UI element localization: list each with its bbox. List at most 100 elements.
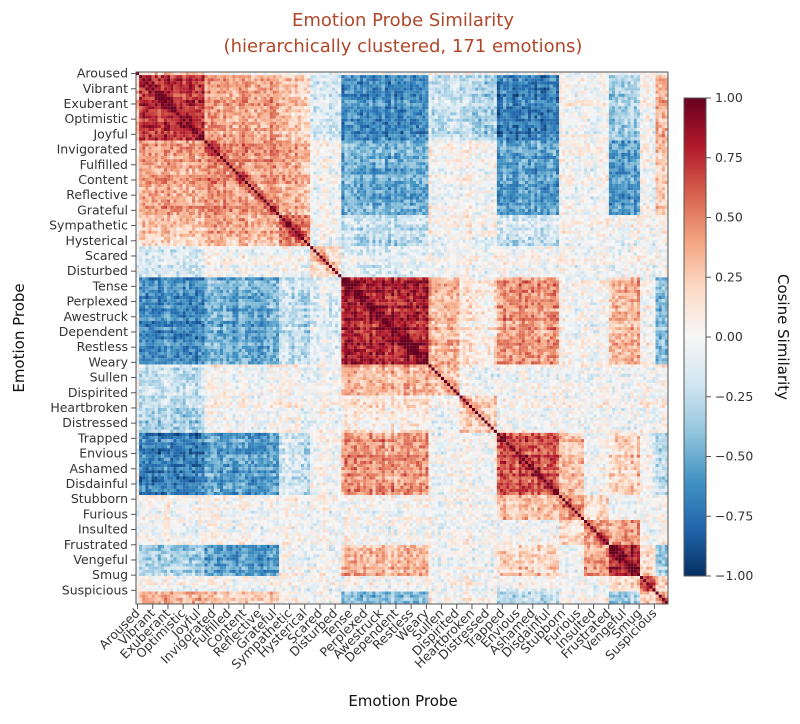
heatmap-cell (500, 134, 503, 137)
heatmap-cell (596, 94, 599, 97)
heatmap-cell (369, 109, 372, 112)
heatmap-cell (348, 131, 351, 134)
heatmap-cell (285, 122, 288, 125)
heatmap-cell (631, 94, 634, 97)
heatmap-cell (223, 122, 226, 125)
heatmap-cell (416, 128, 419, 131)
heatmap-cell (509, 159, 512, 162)
heatmap-cell (226, 103, 229, 106)
heatmap-cell (332, 112, 335, 115)
heatmap-cell (637, 94, 640, 97)
heatmap-cell (376, 131, 379, 134)
heatmap-cell (612, 140, 615, 143)
heatmap-cell (397, 128, 400, 131)
heatmap-cell (453, 106, 456, 109)
heatmap-cell (484, 109, 487, 112)
heatmap-cell (320, 150, 323, 153)
heatmap-cell (385, 100, 388, 103)
heatmap-cell (525, 119, 528, 122)
heatmap-cell (298, 88, 301, 91)
heatmap-cell (488, 144, 491, 147)
heatmap-cell (531, 153, 534, 156)
heatmap-cell (565, 122, 568, 125)
heatmap-cell (313, 119, 316, 122)
heatmap-cell (332, 106, 335, 109)
heatmap-cell (509, 78, 512, 81)
heatmap-cell (475, 116, 478, 119)
heatmap-cell (556, 125, 559, 128)
heatmap-cell (354, 137, 357, 140)
heatmap-cell (519, 131, 522, 134)
heatmap-cell (556, 106, 559, 109)
heatmap-cell (528, 103, 531, 106)
heatmap-cell (428, 116, 431, 119)
heatmap-cell (369, 153, 372, 156)
heatmap-cell (628, 150, 631, 153)
heatmap-cell (248, 94, 251, 97)
heatmap-cell (341, 147, 344, 150)
heatmap-cell (217, 125, 220, 128)
heatmap-cell (553, 75, 556, 78)
heatmap-cell (366, 144, 369, 147)
heatmap-cell (460, 112, 463, 115)
heatmap-cell (232, 137, 235, 140)
heatmap-cell (649, 97, 652, 100)
heatmap-cell (624, 103, 627, 106)
heatmap-cell (478, 100, 481, 103)
heatmap-cell (618, 147, 621, 150)
heatmap-cell (164, 150, 167, 153)
heatmap-cell (404, 91, 407, 94)
heatmap-cell (537, 122, 540, 125)
heatmap-cell (575, 75, 578, 78)
heatmap-cell (416, 119, 419, 122)
heatmap-cell (326, 84, 329, 87)
heatmap-cell (500, 156, 503, 159)
heatmap-cell (204, 162, 207, 165)
heatmap-cell (254, 97, 257, 100)
heatmap-cell (170, 75, 173, 78)
heatmap-cell (553, 147, 556, 150)
heatmap-cell (273, 125, 276, 128)
heatmap-cell (659, 112, 662, 115)
heatmap-cell (372, 112, 375, 115)
heatmap-cell (329, 88, 332, 91)
heatmap-cell (516, 106, 519, 109)
heatmap-cell (155, 122, 158, 125)
heatmap-cell (323, 94, 326, 97)
heatmap-cell (323, 97, 326, 100)
heatmap-cell (469, 156, 472, 159)
heatmap-cell (198, 100, 201, 103)
heatmap-cell (509, 125, 512, 128)
heatmap-cell (463, 84, 466, 87)
heatmap-cell (279, 97, 282, 100)
heatmap-cell (621, 84, 624, 87)
heatmap-cell (248, 156, 251, 159)
heatmap-cell (186, 144, 189, 147)
heatmap-cell (506, 150, 509, 153)
heatmap-cell (335, 134, 338, 137)
heatmap-cell (366, 106, 369, 109)
heatmap-cell (407, 137, 410, 140)
heatmap-cell (407, 88, 410, 91)
heatmap-cell (522, 91, 525, 94)
heatmap-cell (425, 94, 428, 97)
heatmap-cell (488, 125, 491, 128)
heatmap-cell (323, 125, 326, 128)
heatmap-cell (416, 94, 419, 97)
heatmap-cell (226, 91, 229, 94)
heatmap-cell (267, 128, 270, 131)
heatmap-cell (257, 128, 260, 131)
heatmap-cell (195, 128, 198, 131)
heatmap-cell (385, 147, 388, 150)
heatmap-cell (208, 106, 211, 109)
heatmap-cell (254, 100, 257, 103)
heatmap-cell (139, 91, 142, 94)
heatmap-cell (217, 78, 220, 81)
heatmap-cell (550, 97, 553, 100)
heatmap-cell (323, 103, 326, 106)
heatmap-cell (491, 116, 494, 119)
heatmap-cell (531, 97, 534, 100)
heatmap-cell (148, 106, 151, 109)
heatmap-cell (372, 109, 375, 112)
heatmap-cell (519, 144, 522, 147)
